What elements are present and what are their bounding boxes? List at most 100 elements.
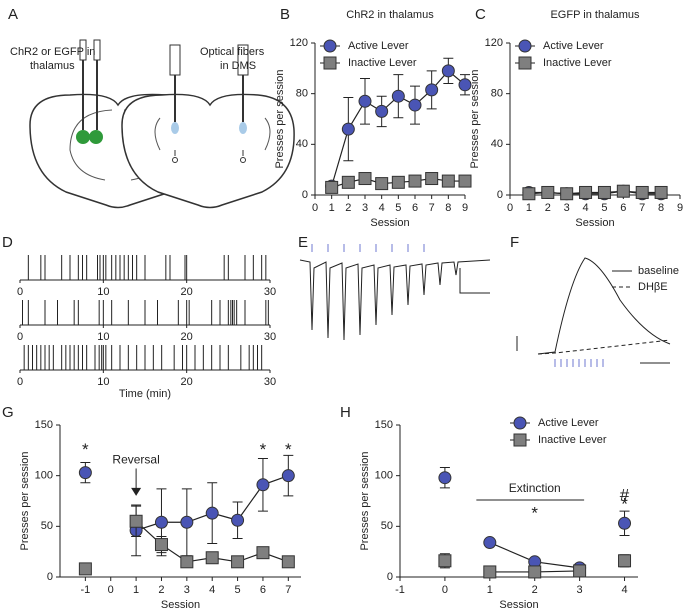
- marker: [391, 89, 405, 103]
- x-tick-label: 7: [285, 584, 291, 596]
- marker: [438, 471, 452, 485]
- marker: [438, 554, 452, 568]
- x-axis-title: Time (min): [119, 388, 171, 400]
- y-axis-title: Presses per session: [274, 69, 286, 168]
- marker: [391, 175, 405, 189]
- marker: [154, 515, 168, 529]
- x-tick-label: 6: [412, 202, 418, 214]
- diagram-label: in DMS: [220, 60, 256, 72]
- marker: [256, 546, 270, 560]
- marker: [573, 564, 587, 578]
- x-tick-label: 3: [564, 202, 570, 214]
- y-axis-title: Presses per session: [19, 451, 31, 550]
- legend-label: DHβE: [638, 281, 668, 293]
- marker: [205, 551, 219, 565]
- x-tick-label: 20: [181, 286, 193, 298]
- marker: [281, 469, 295, 483]
- marker: [231, 555, 245, 569]
- y-tick-label: 0: [387, 571, 393, 583]
- panel-label: B: [280, 6, 290, 23]
- chart-title: ChR2 in thalamus: [346, 9, 434, 21]
- marker: [541, 185, 555, 199]
- legend-label: Inactive Lever: [538, 434, 607, 446]
- x-tick-label: 3: [362, 202, 368, 214]
- marker: [522, 187, 536, 201]
- annotation: Extinction: [509, 481, 561, 495]
- marker: [597, 185, 611, 199]
- marker: [205, 506, 219, 520]
- marker: [281, 555, 295, 569]
- x-axis-title: Session: [575, 217, 614, 229]
- y-tick-label: 40: [491, 138, 503, 150]
- x-tick-label: 10: [97, 286, 109, 298]
- annotation: #: [620, 485, 630, 504]
- y-axis-title: Presses per session: [359, 451, 371, 550]
- x-tick-label: 8: [445, 202, 451, 214]
- marker: [441, 64, 455, 78]
- marker: [154, 538, 168, 552]
- marker: [458, 174, 472, 188]
- annotation: *: [621, 495, 628, 514]
- annotation: *: [285, 440, 292, 459]
- x-tick-label: 5: [235, 584, 241, 596]
- y-tick-label: 50: [41, 520, 53, 532]
- marker: [560, 187, 574, 201]
- x-tick-label: 0: [17, 286, 23, 298]
- diagram-label: Optical fibers: [200, 46, 265, 58]
- annotation: *: [82, 440, 89, 459]
- trace-e: [299, 244, 491, 341]
- axes: [399, 425, 638, 578]
- x-tick-label: -1: [395, 584, 405, 596]
- marker: [78, 466, 92, 480]
- x-tick-label: 0: [17, 331, 23, 343]
- marker: [654, 185, 668, 199]
- x-tick-label: 1: [487, 584, 493, 596]
- x-tick-label: 6: [620, 202, 626, 214]
- y-tick-label: 0: [47, 571, 53, 583]
- x-tick-label: 20: [181, 376, 193, 388]
- annotation-arrowhead: [131, 487, 142, 496]
- x-tick-label: 4: [621, 584, 627, 596]
- x-tick-label: 30: [264, 376, 276, 388]
- y-tick-label: 150: [35, 419, 53, 431]
- x-tick-label: 4: [379, 202, 385, 214]
- marker: [483, 565, 497, 579]
- x-tick-label: 2: [545, 202, 551, 214]
- x-tick-label: 1: [329, 202, 335, 214]
- marker: [325, 180, 339, 194]
- marker: [256, 478, 270, 492]
- marker: [579, 185, 593, 199]
- y-tick-label: 80: [491, 88, 503, 100]
- x-tick-label: 9: [677, 202, 683, 214]
- x-axis-title: Session: [499, 599, 538, 611]
- panel-label: C: [475, 6, 486, 23]
- legend-marker: [513, 433, 527, 447]
- marker: [129, 514, 143, 528]
- x-tick-label: -1: [80, 584, 90, 596]
- marker: [180, 555, 194, 569]
- panel-label: F: [510, 234, 519, 251]
- marker: [78, 562, 92, 576]
- x-tick-label: 10: [97, 376, 109, 388]
- marker: [618, 516, 632, 530]
- legend-label: Active Lever: [543, 40, 604, 52]
- x-axis-title: Session: [370, 217, 409, 229]
- legend-marker: [323, 56, 337, 70]
- legend-marker: [513, 416, 527, 430]
- legend-marker: [518, 39, 532, 53]
- x-tick-label: 0: [507, 202, 513, 214]
- marker: [528, 565, 542, 579]
- brain-schematic: [29, 39, 295, 209]
- marker: [408, 98, 422, 112]
- marker: [458, 78, 472, 92]
- legend-label: Inactive Lever: [348, 57, 417, 69]
- legend-label: Active Lever: [538, 417, 599, 429]
- x-tick-label: 2: [345, 202, 351, 214]
- marker: [483, 536, 497, 550]
- x-tick-label: 1: [133, 584, 139, 596]
- x-tick-label: 9: [462, 202, 468, 214]
- x-tick-label: 3: [184, 584, 190, 596]
- x-tick-label: 30: [264, 331, 276, 343]
- trace-f: [516, 257, 671, 367]
